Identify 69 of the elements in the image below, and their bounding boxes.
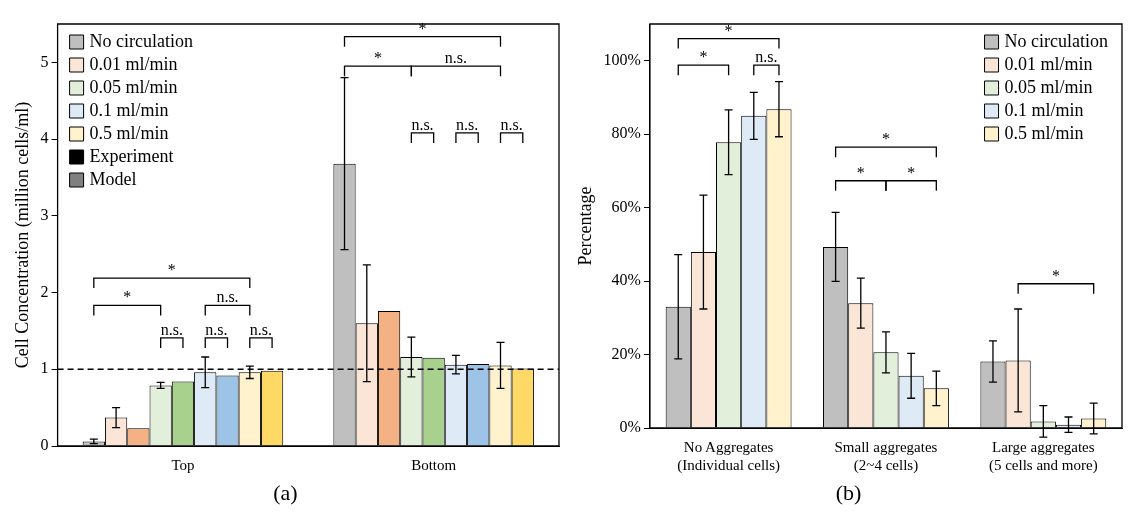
significance-bracket: * [677, 21, 780, 50]
legend-label: No circulation [1004, 30, 1108, 51]
annotation: n.s. [216, 288, 239, 306]
annotation: n.s. [455, 115, 479, 133]
legend-label: 0.05 ml/min [89, 76, 178, 97]
significance-bracket: * [93, 288, 162, 317]
annotation: n.s. [249, 320, 273, 338]
annotation: n.s. [444, 49, 468, 67]
annotation: * [907, 163, 916, 181]
annotation: n.s. [411, 115, 434, 133]
legend-label: 0.5 ml/min [89, 122, 169, 143]
y-tick-label: 80% [611, 124, 641, 142]
annotation: n.s. [500, 115, 523, 133]
significance-bracket: n.s. [499, 115, 524, 144]
annotation: * [699, 48, 708, 66]
annotation: * [167, 261, 176, 279]
y-tick-label: 60% [611, 197, 641, 215]
significance-bracket: * [1017, 266, 1095, 295]
y-tick-label: 40% [611, 271, 641, 289]
y-tick-label: 0 [40, 436, 49, 454]
y-tick-label: 4 [40, 129, 49, 147]
y-tick-label: 100% [603, 50, 641, 68]
y-tick-label: 5 [40, 52, 49, 70]
legend-label: 0.1 ml/min [1004, 99, 1084, 120]
x-tick-label: Small aggregates (2~4 cells) [834, 438, 938, 474]
significance-bracket: n.s. [204, 320, 229, 349]
legend-label: 0.5 ml/min [1004, 122, 1084, 143]
y-tick-label: 20% [611, 344, 641, 362]
y-axis-title: Percentage [574, 186, 595, 266]
significance-bracket: * [834, 163, 887, 192]
annotation: * [123, 288, 132, 306]
x-tick-label: Top [171, 456, 195, 473]
significance-bracket: * [677, 48, 730, 76]
annotation: * [373, 49, 382, 67]
annotation: n.s. [205, 320, 228, 338]
x-tick-label: Large aggregates (5 cells and more) [988, 438, 1098, 474]
significance-bracket: * [885, 163, 937, 192]
significance-bracket: n.s. [455, 115, 479, 144]
significance-bracket: n.s. [410, 115, 435, 144]
annotation: * [881, 130, 890, 148]
text: (b) [835, 480, 862, 506]
legend-label: Experiment [89, 145, 174, 166]
x-tick-label: Bottom [411, 456, 457, 473]
legend-label: No circulation [89, 30, 194, 51]
significance-bracket: n.s. [249, 320, 273, 349]
significance-bracket: * [343, 49, 412, 77]
y-tick-label: 2 [40, 282, 49, 300]
legend-label: 0.01 ml/min [89, 53, 178, 74]
annotation: * [724, 21, 733, 39]
annotation: n.s. [755, 48, 778, 66]
significance-bracket: * [834, 130, 937, 158]
annotation: * [856, 163, 865, 181]
legend-label: Model [89, 168, 137, 189]
significance-bracket: n.s. [753, 48, 780, 76]
legend-label: 0.01 ml/min [1004, 53, 1093, 74]
annotation: n.s. [160, 320, 183, 338]
significance-bracket: n.s. [204, 288, 251, 317]
y-tick-label: 1 [40, 359, 49, 377]
y-tick-label: 0% [619, 418, 641, 436]
y-tick-label: 3 [40, 206, 49, 224]
annotation: * [1051, 266, 1060, 284]
text: (a) [273, 480, 298, 506]
significance-bracket: n.s. [410, 49, 502, 77]
legend-label: 0.05 ml/min [1004, 76, 1093, 97]
legend-label: 0.1 ml/min [89, 99, 169, 120]
y-axis-title: Cell Concentration (million cells/ml) [11, 101, 33, 369]
x-tick-label: No Aggregates (Individual cells) [677, 438, 781, 474]
significance-bracket: * [93, 261, 251, 289]
significance-bracket: n.s. [160, 320, 184, 349]
